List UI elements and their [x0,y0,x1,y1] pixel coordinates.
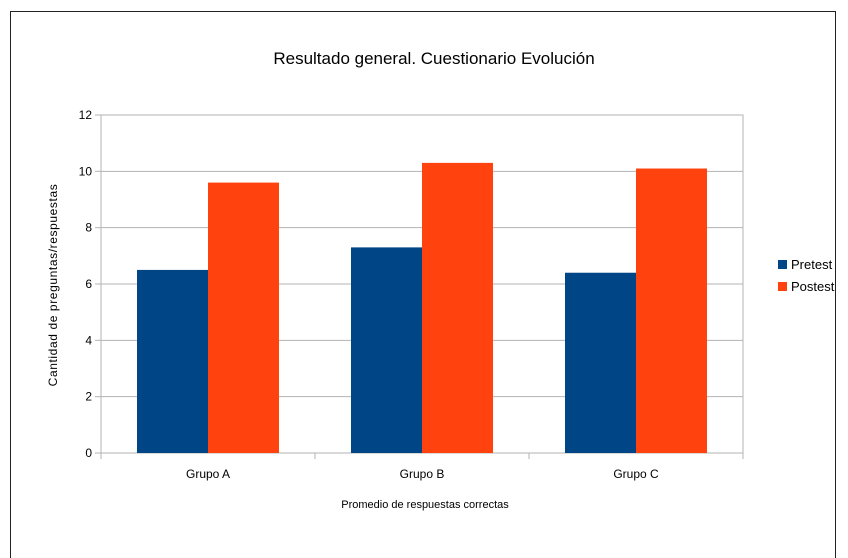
y-tick-label: 10 [79,164,93,178]
y-tick-label: 4 [85,333,92,347]
bar-pretest-2 [351,247,422,453]
x-tick-label: Grupo A [186,467,230,481]
bar-postest-3 [636,168,707,453]
chart-title: Resultado general. Cuestionario Evolució… [273,49,594,68]
bar-postest-1 [208,182,279,453]
x-axis-label: Promedio de respuestas correctas [341,499,509,511]
y-axis-label: Cantidad de preguntas/respuestas [46,184,60,387]
x-tick-label: Grupo C [613,467,659,481]
y-tick-label: 2 [85,390,92,404]
x-tick-label: Grupo B [400,467,445,481]
y-tick-label: 12 [79,108,93,122]
y-tick-label: 0 [85,446,92,460]
y-tick-label: 8 [85,221,92,235]
bars-layer [137,162,707,453]
legend-swatch-postest [778,282,787,291]
bar-pretest-3 [565,272,636,453]
y-tick-label: 6 [85,277,92,291]
legend-label-pretest: Pretest [791,257,833,272]
axes-layer: 0 2 4 6 8 10 12 Grupo A Grupo B Grupo C [79,108,744,481]
bar-postest-2 [422,162,493,453]
legend-label-postest: Postest [791,279,835,294]
bar-pretest-1 [137,269,208,453]
legend: Pretest Postest [778,257,835,294]
legend-swatch-pretest [778,260,787,269]
